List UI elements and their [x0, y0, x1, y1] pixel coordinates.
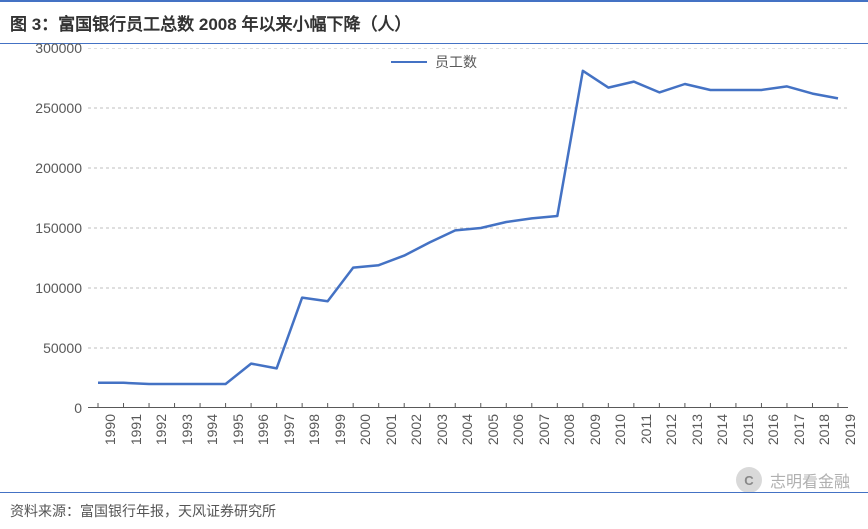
- x-tick-label: 1992: [153, 414, 169, 445]
- x-tick-label: 2006: [510, 414, 526, 445]
- x-tick-label: 1996: [255, 414, 271, 445]
- x-tick-label: 2001: [383, 414, 399, 445]
- x-tick-label: 2019: [842, 414, 858, 445]
- x-tick-label: 2007: [536, 414, 552, 445]
- x-tick-label: 1990: [102, 414, 118, 445]
- plot-area: [88, 48, 848, 408]
- y-tick-label: 150000: [35, 220, 82, 236]
- x-tick-label: 1997: [281, 414, 297, 445]
- x-tick-label: 1999: [332, 414, 348, 445]
- y-axis: 050000100000150000200000250000300000: [10, 48, 88, 408]
- x-tick-label: 2014: [714, 414, 730, 445]
- x-tick-label: 2008: [561, 414, 577, 445]
- figure-container: 图 3：富国银行员工总数 2008 年以来小幅下降（人） 员工数 0500001…: [0, 0, 868, 529]
- x-tick-label: 1993: [179, 414, 195, 445]
- watermark-icon: C: [736, 467, 762, 493]
- x-tick-label: 2015: [740, 414, 756, 445]
- y-tick-label: 100000: [35, 280, 82, 296]
- y-tick-label: 50000: [43, 340, 82, 356]
- x-tick-label: 2009: [587, 414, 603, 445]
- x-tick-label: 2016: [765, 414, 781, 445]
- x-tick-label: 1995: [230, 414, 246, 445]
- y-tick-label: 0: [74, 400, 82, 416]
- x-tick-label: 2003: [434, 414, 450, 445]
- x-tick-label: 2004: [459, 414, 475, 445]
- x-tick-label: 1991: [128, 414, 144, 445]
- chart-title: 图 3：富国银行员工总数 2008 年以来小幅下降（人）: [0, 0, 868, 44]
- chart-svg: [88, 48, 848, 408]
- x-axis: 1990 1991 1992 1993 1994 1995 1996 1997 1998 1999…: [88, 408, 848, 468]
- x-tick-label: 2005: [485, 414, 501, 445]
- x-tick-label: 2000: [357, 414, 373, 445]
- x-tick-label: 2011: [638, 414, 654, 444]
- x-tick-label: 2002: [408, 414, 424, 445]
- plot-wrapper: 员工数 050000100000150000200000250000300000…: [10, 48, 858, 468]
- x-tick-label: 2010: [612, 414, 628, 445]
- y-tick-label: 200000: [35, 160, 82, 176]
- x-tick-label: 1994: [204, 414, 220, 445]
- x-tick-label: 2017: [791, 414, 807, 445]
- x-tick-label: 2013: [689, 414, 705, 445]
- y-tick-label: 250000: [35, 100, 82, 116]
- watermark-text: 志明看金融: [770, 468, 850, 492]
- source-citation: 资料来源：富国银行年报，天风证券研究所: [0, 492, 868, 529]
- y-tick-label: 300000: [35, 40, 82, 56]
- x-tick-label: 2018: [816, 414, 832, 445]
- watermark: C 志明看金融: [736, 467, 850, 493]
- x-tick-label: 2012: [663, 414, 679, 445]
- x-tick-label: 1998: [306, 414, 322, 445]
